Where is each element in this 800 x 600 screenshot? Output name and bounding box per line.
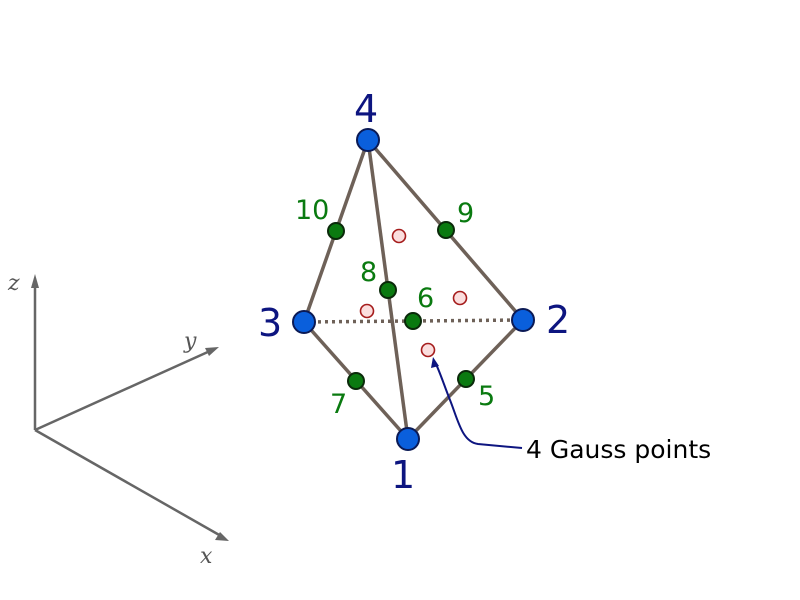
corner-nodes	[292, 128, 535, 451]
corner-label-1: 1	[391, 453, 415, 497]
midside-node-10	[327, 222, 345, 240]
midside-label-10: 10	[295, 195, 329, 226]
midside-label-9: 9	[457, 198, 474, 229]
midside-label-6: 6	[417, 283, 434, 314]
callout-arrowhead	[431, 357, 439, 368]
gauss-point	[391, 228, 407, 244]
corner-node-1	[396, 427, 420, 451]
corner-label-3: 3	[258, 301, 282, 345]
corner-node-4	[356, 128, 380, 152]
midside-nodes	[327, 221, 475, 390]
edge-2-3-hidden	[303, 318, 524, 324]
gauss-points	[359, 228, 468, 358]
gauss-point	[452, 290, 468, 306]
corner-node-3	[292, 310, 316, 334]
gauss-point	[359, 303, 375, 319]
y-axis-label: y	[183, 329, 197, 354]
midside-labels: 5 6 7 8 9 10	[295, 195, 495, 420]
x-axis	[34, 428, 222, 538]
midside-node-7	[347, 372, 365, 390]
callout-label: 4 Gauss points	[526, 435, 711, 464]
corner-labels: 1 2 3 4	[258, 87, 570, 497]
corner-label-2: 2	[546, 298, 570, 342]
coordinate-axes: z y x	[7, 271, 229, 569]
midside-label-7: 7	[330, 389, 347, 420]
midside-label-5: 5	[478, 381, 495, 412]
gauss-points-callout: 4 Gauss points	[431, 357, 711, 464]
y-axis	[34, 349, 211, 432]
midside-label-8: 8	[360, 257, 377, 288]
corner-node-2	[511, 308, 535, 332]
x-axis-label: x	[200, 544, 213, 569]
midside-node-9	[437, 221, 455, 239]
z-axis-label: z	[7, 271, 20, 296]
callout-leader-line	[434, 361, 523, 449]
corner-label-4: 4	[354, 87, 378, 131]
x-axis-arrowhead	[215, 532, 229, 541]
y-axis-arrowhead	[205, 347, 219, 356]
gauss-point	[420, 342, 436, 358]
midside-node-8	[379, 281, 397, 299]
midside-node-6	[404, 312, 422, 330]
midside-node-5	[457, 370, 475, 388]
z-axis-arrowhead	[31, 274, 39, 288]
